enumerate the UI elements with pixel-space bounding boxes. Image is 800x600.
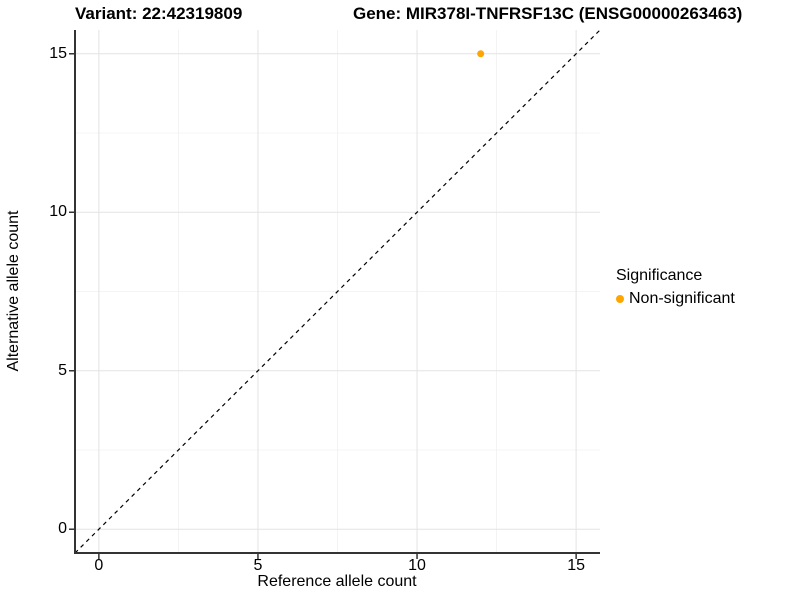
y-tick-label: 0 (58, 520, 67, 538)
legend-item-label: Non-significant (629, 290, 735, 307)
y-axis-title: Alternative allele count (5, 210, 22, 372)
legend-point-icon (616, 294, 624, 303)
data-point (477, 50, 485, 58)
x-axis-title: Reference allele count (257, 573, 417, 590)
x-tick-label: 5 (253, 557, 263, 574)
legend-item: Non-significant (616, 289, 735, 308)
identity-line (74, 29, 601, 554)
x-tick-label: 0 (94, 557, 104, 574)
y-tick-label: 10 (49, 203, 67, 221)
y-tick-label: 15 (49, 44, 67, 62)
legend-title: Significance (616, 267, 703, 284)
y-tick-label: 5 (58, 361, 67, 379)
gene-title: Gene: MIR378I-TNFRSF13C (ENSG00000263463… (353, 4, 743, 23)
x-tick-label: 10 (408, 557, 426, 574)
x-tick-label: 15 (567, 557, 586, 574)
legend: Significance Non-significant (616, 266, 735, 308)
variant-title: Variant: 22:42319809 (75, 4, 243, 23)
